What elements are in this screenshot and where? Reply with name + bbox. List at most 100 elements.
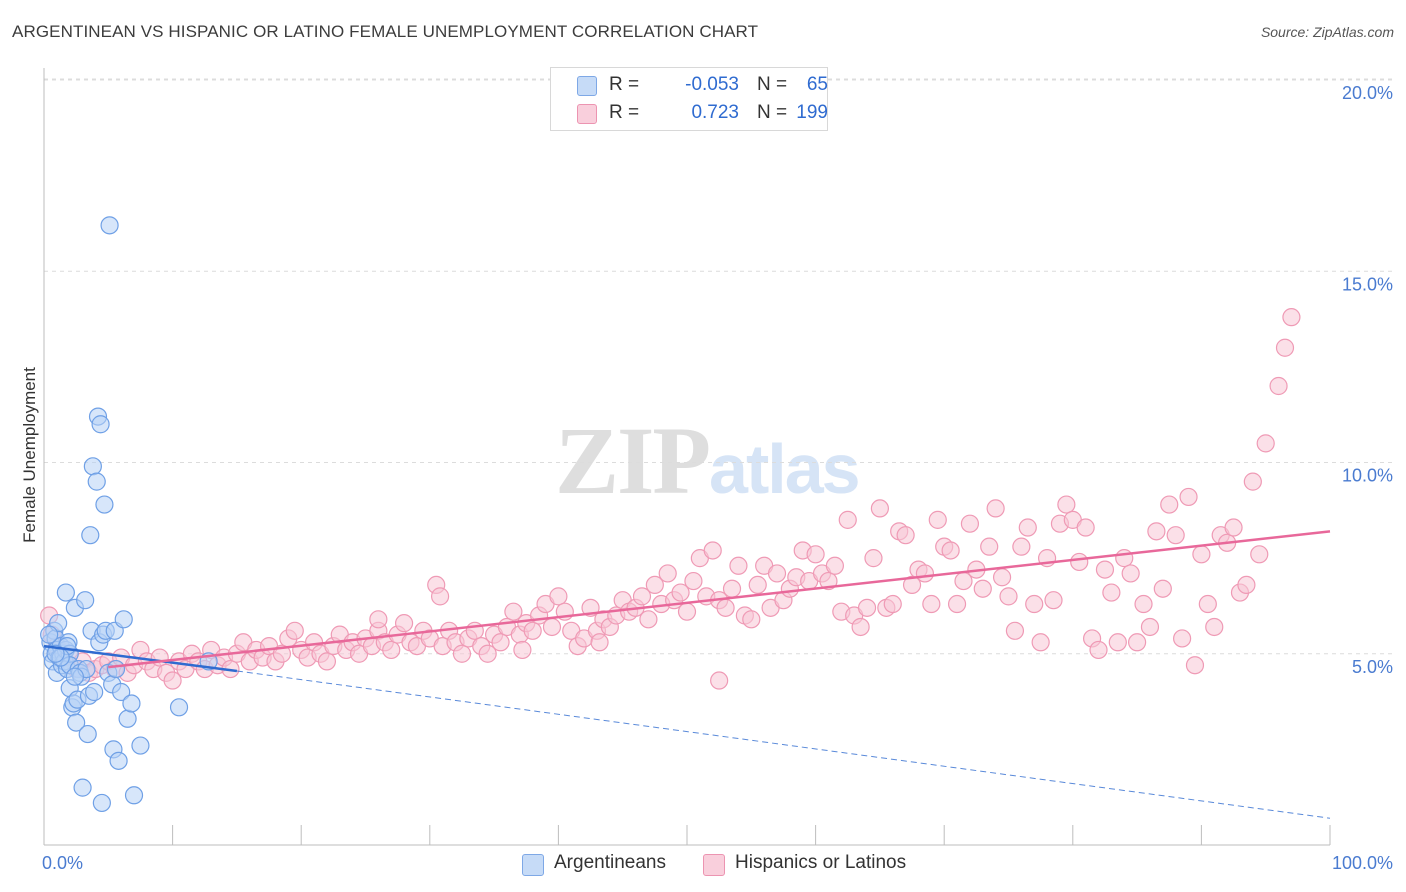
- hispanic-point: [767, 564, 787, 583]
- hispanic-point: [1179, 487, 1198, 507]
- hispanic-point: [504, 602, 523, 621]
- hispanic-point: [922, 594, 941, 614]
- hispanic-point: [671, 583, 690, 602]
- hispanic-point: [1160, 495, 1179, 514]
- hispanic-point: [851, 617, 870, 637]
- hispanic-point: [1250, 545, 1269, 564]
- hispanic-point: [1275, 338, 1295, 357]
- hispanic-point: [394, 614, 414, 633]
- argentinean-point: [95, 495, 114, 514]
- series-legend: Argentineans Hispanics or Latinos: [0, 852, 1406, 878]
- argentinean-point: [112, 682, 131, 702]
- hispanic-point: [1102, 583, 1121, 602]
- hispanic-point: [722, 579, 742, 598]
- argentinean-point: [76, 591, 95, 610]
- hispanic-point: [382, 640, 401, 660]
- legend-n-label: N =: [757, 102, 788, 123]
- hispanic-point: [590, 633, 609, 652]
- y-axis-label: Female Unemployment: [20, 367, 39, 543]
- argentinean-point: [56, 583, 75, 602]
- argentinean-point: [100, 216, 119, 235]
- hispanic-point: [478, 644, 497, 663]
- hispanic-point: [941, 541, 960, 560]
- y-tick-label: 20.0%: [1342, 83, 1393, 103]
- hispanic-point: [999, 587, 1018, 606]
- legend-r-label: R =: [609, 102, 640, 123]
- hispanic-point: [1192, 545, 1211, 564]
- hispanic-point: [896, 526, 915, 545]
- argentinean-point: [131, 736, 150, 755]
- hispanic-point: [1095, 560, 1115, 579]
- argentinean-point: [73, 778, 92, 797]
- hispanic-point: [1115, 549, 1134, 568]
- hispanic-point: [677, 602, 697, 621]
- argentineans-points: [40, 216, 218, 813]
- hispanic-point: [992, 568, 1012, 587]
- hispanic-point: [947, 594, 967, 614]
- hispanic-point: [639, 610, 658, 629]
- hispanic-point: [1153, 579, 1172, 598]
- hispanic-point: [857, 598, 877, 617]
- argentinean-point: [114, 610, 133, 629]
- hispanic-point: [838, 510, 857, 529]
- data-points: [40, 216, 1301, 813]
- hispanic-point: [1205, 617, 1224, 637]
- hispanic-point: [1282, 308, 1301, 327]
- hispanic-point: [163, 671, 182, 690]
- hispanic-point: [883, 594, 902, 614]
- hispanic-point: [1224, 518, 1243, 537]
- hispanic-point: [986, 499, 1005, 518]
- hispanic-point: [1243, 472, 1262, 491]
- legend-r-label: R =: [609, 74, 640, 95]
- hispanic-point: [1147, 522, 1166, 541]
- y-tick-label: 5.0%: [1352, 657, 1393, 677]
- argentinean-point: [85, 682, 104, 702]
- argentinean-point: [78, 724, 97, 744]
- hispanic-point: [819, 571, 838, 591]
- hispanics-points: [40, 308, 1301, 690]
- hispanic-point: [1166, 526, 1185, 545]
- argentinean-point: [91, 415, 110, 434]
- hispanic-point: [452, 644, 472, 663]
- hispanic-point: [430, 587, 450, 606]
- hispanic-point: [513, 640, 532, 660]
- legend-n-value: 199: [796, 102, 828, 123]
- legend-label-hispanics: Hispanics or Latinos: [735, 852, 907, 873]
- argentinean-point: [40, 625, 59, 644]
- hispanic-point: [742, 610, 761, 629]
- legend-n-label: N =: [757, 74, 788, 95]
- argentinean-point: [87, 472, 106, 491]
- correlation-legend: R = -0.053 N = 65 R = 0.723 N = 199: [550, 67, 828, 131]
- hispanic-point: [658, 564, 677, 583]
- hispanic-point: [369, 610, 388, 629]
- hispanic-point: [684, 571, 703, 591]
- hispanic-point: [1108, 633, 1127, 652]
- watermark-zip: ZIP: [555, 407, 711, 514]
- argentinean-point: [83, 457, 102, 476]
- legend-n-value: 65: [806, 74, 828, 95]
- hispanic-point: [980, 537, 999, 556]
- hispanic-point: [285, 621, 304, 640]
- hispanic-point: [1134, 594, 1153, 614]
- hispanic-point: [716, 598, 735, 617]
- hispanic-point: [1005, 621, 1025, 640]
- hispanic-point: [864, 549, 883, 568]
- chart-title: ARGENTINEAN VS HISPANIC OR LATINO FEMALE…: [12, 22, 759, 41]
- tick-labels: 5.0% 10.0% 15.0% 20.0% 0.0% 100.0%: [42, 83, 1393, 873]
- hispanic-point: [1012, 537, 1031, 556]
- hispanic-point: [729, 556, 748, 575]
- legend-label-argentineans: Argentineans: [554, 852, 666, 873]
- hispanic-point: [902, 575, 922, 595]
- hispanic-point: [542, 617, 562, 637]
- legend-swatch-argentineans: [577, 76, 597, 96]
- hispanic-point: [825, 556, 844, 575]
- hispanic-point: [1127, 633, 1147, 652]
- argentinean-point: [81, 526, 100, 545]
- hispanic-point: [806, 545, 825, 564]
- hispanic-point: [703, 541, 722, 560]
- argentinean-point: [124, 786, 144, 805]
- argentinean-point: [65, 667, 84, 686]
- hispanic-point: [1018, 518, 1037, 537]
- legend-swatch-hispanics: [703, 854, 725, 876]
- hispanic-point: [1140, 617, 1160, 637]
